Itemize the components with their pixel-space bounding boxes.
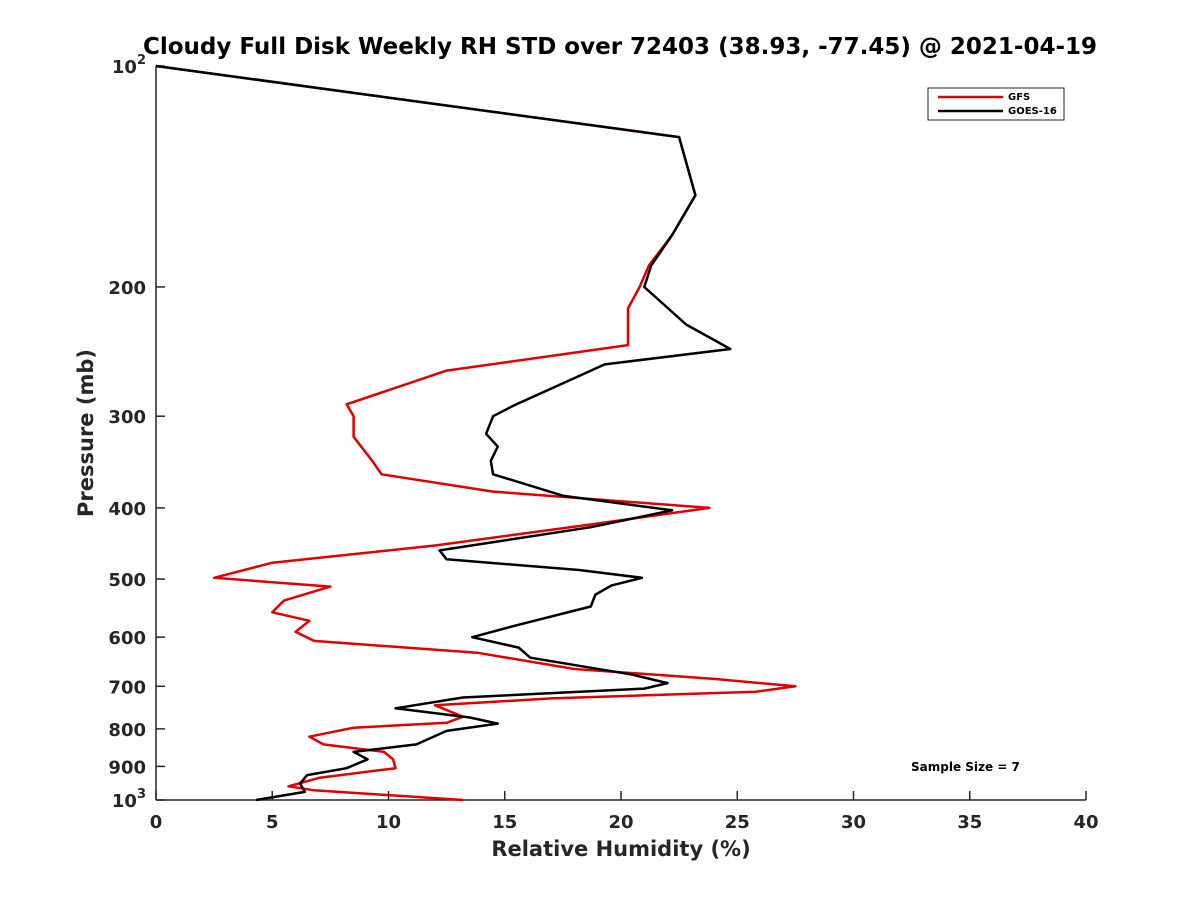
y-tick-label: 700: [108, 677, 146, 698]
x-tick-label: 25: [725, 812, 750, 833]
x-tick-label: 15: [492, 812, 517, 833]
x-tick-label: 20: [608, 812, 633, 833]
y-tick-label-base: 400: [108, 499, 146, 520]
y-tick-label-base: 700: [108, 677, 146, 698]
x-tick-label: 5: [266, 812, 279, 833]
y-tick-label-base: 600: [108, 628, 146, 649]
series-line-gfs: [155, 64, 797, 802]
y-tick-label: 800: [108, 720, 146, 741]
x-tick-label: 10: [376, 812, 401, 833]
legend-box: [927, 87, 1065, 121]
series-line-goes-16: [155, 64, 732, 802]
y-tick-label-base: 500: [108, 570, 146, 591]
x-ticks: 0 5 10 15 20 25 30 35 40: [150, 791, 1099, 833]
y-tick-label: 400: [108, 499, 146, 520]
y-tick-label: 900: [108, 757, 146, 778]
y-tick-label: 103: [112, 787, 146, 812]
y-tick-label-base: 800: [108, 720, 146, 741]
y-tick-label-base: 300: [108, 407, 146, 428]
y-tick-label: 500: [108, 570, 146, 591]
y-tick-label: 600: [108, 628, 146, 649]
y-tick-label: 102: [112, 53, 146, 78]
x-tick-label: 0: [150, 812, 163, 833]
x-axis-label: Relative Humidity (%): [491, 837, 750, 861]
x-tick-label: 35: [957, 812, 982, 833]
legend: GFS GOES-16: [927, 87, 1065, 121]
y-tick-label-base: 10: [112, 791, 137, 812]
y-axis-label: Pressure (mb): [74, 349, 98, 517]
chart-title: Cloudy Full Disk Weekly RH STD over 7240…: [143, 34, 1097, 60]
legend-label-goes-16: GOES-16: [1008, 106, 1057, 117]
x-tick-label: 40: [1073, 812, 1098, 833]
x-tick-label: 30: [841, 812, 866, 833]
y-tick-label-base: 200: [108, 278, 146, 299]
series-layer: [155, 64, 797, 802]
sample-size-annotation: Sample Size = 7: [911, 760, 1020, 774]
y-tick-label-exponent: 2: [137, 53, 146, 68]
y-tick-label: 200: [108, 278, 146, 299]
y-tick-label-exponent: 3: [137, 787, 146, 802]
y-tick-label-base: 10: [112, 57, 137, 78]
legend-label-gfs: GFS: [1008, 92, 1030, 103]
y-tick-label: 300: [108, 407, 146, 428]
y-tick-label-base: 900: [108, 757, 146, 778]
